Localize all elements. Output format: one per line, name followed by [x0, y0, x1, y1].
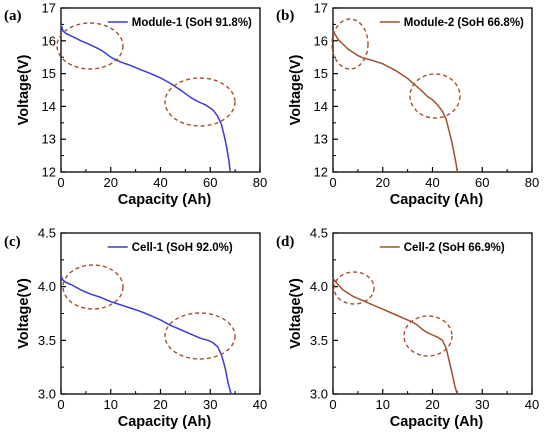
x-tick-label: 40 [153, 175, 167, 190]
y-tick-label: 13 [314, 132, 328, 147]
panel-label: (b) [276, 8, 294, 24]
panel-label: (c) [4, 234, 21, 250]
series-line [332, 30, 459, 173]
series-line [332, 277, 459, 395]
y-tick-label: 15 [42, 66, 56, 81]
x-tick-label: 20 [425, 397, 439, 412]
annotation-ellipse [333, 271, 375, 305]
panel-label: (d) [276, 234, 294, 250]
y-tick-label: 3.5 [38, 333, 56, 348]
x-tick-label: 40 [425, 175, 439, 190]
y-tick-label: 14 [42, 99, 56, 114]
chart-panel-3: (c) 0 10 20 30 40 3.0 3.5 4.0 4.5 Capacity (Ah) Vol… [4, 226, 267, 431]
x-tick-label: 80 [525, 175, 539, 190]
x-tick-label: 10 [104, 397, 118, 412]
y-tick-label: 14 [314, 99, 328, 114]
x-tick-label: 20 [104, 175, 118, 190]
x-axis-label: Capacity (Ah) [118, 414, 212, 430]
x-tick-label: 0 [57, 397, 64, 412]
y-tick-label: 12 [42, 165, 56, 180]
y-axis-label: Voltage(V) [288, 278, 304, 349]
series-line [60, 24, 231, 173]
annotation-ellipse [62, 264, 124, 310]
x-tick-label: 80 [253, 175, 267, 190]
x-tick-label: 30 [203, 397, 217, 412]
x-axis-label: Capacity (Ah) [118, 192, 212, 208]
x-axis-label: Capacity (Ah) [390, 414, 484, 430]
y-tick-label: 4.5 [310, 226, 328, 241]
legend-label: Cell-2 (SoH 66.9%) [404, 242, 505, 254]
x-tick-label: 0 [57, 175, 64, 190]
annotation-ellipse [164, 77, 236, 127]
y-axis-label: Voltage(V) [288, 55, 304, 126]
annotation-ellipse [409, 73, 461, 119]
legend-label: Module-1 (SoH 91.8%) [132, 17, 252, 29]
plot-frame [332, 7, 533, 173]
plot-frame [332, 232, 533, 395]
annotation-ellipse [56, 22, 124, 70]
legend-label: Cell-1 (SoH 92.0%) [132, 242, 233, 254]
y-axis-label: Voltage(V) [16, 278, 32, 349]
x-tick-label: 40 [253, 397, 267, 412]
chart-panel-2: (b) 0 20 40 60 80 12 13 14 15 16 17 Capacity (Ah) Vol… [276, 1, 539, 209]
y-tick-label: 13 [42, 132, 56, 147]
y-tick-label: 15 [314, 66, 328, 81]
plot-frame [60, 232, 261, 395]
legend-label: Module-2 (SoH 66.8%) [404, 17, 524, 29]
x-tick-label: 40 [525, 397, 539, 412]
y-tick-label: 4.5 [38, 226, 56, 241]
x-tick-label: 20 [376, 175, 390, 190]
y-tick-label: 4.0 [310, 279, 328, 294]
plot-frame [60, 7, 261, 173]
x-tick-label: 60 [203, 175, 217, 190]
x-axis-label: Capacity (Ah) [390, 192, 484, 208]
annotation-ellipse [164, 312, 236, 360]
x-tick-label: 60 [475, 175, 489, 190]
y-tick-label: 17 [42, 1, 56, 16]
y-tick-label: 3.5 [310, 333, 328, 348]
series-line [60, 275, 232, 395]
y-tick-label: 3.0 [310, 387, 328, 402]
annotation-ellipse [403, 315, 453, 357]
panel-label: (a) [4, 8, 22, 24]
y-tick-label: 16 [314, 33, 328, 48]
x-tick-label: 20 [153, 397, 167, 412]
annotation-ellipse [331, 18, 369, 70]
chart-panel-1: (a) 0 20 40 60 80 12 13 14 15 16 17 Capacity (Ah) Vol… [4, 1, 267, 209]
y-tick-label: 12 [314, 165, 328, 180]
y-tick-label: 17 [314, 1, 328, 16]
x-tick-label: 30 [475, 397, 489, 412]
y-tick-label: 4.0 [38, 279, 56, 294]
chart-panel-4: (d) 0 10 20 30 40 3.0 3.5 4.0 4.5 Capacity (Ah) Vol… [276, 226, 539, 431]
x-tick-label: 0 [329, 397, 336, 412]
y-tick-label: 16 [42, 33, 56, 48]
y-axis-label: Voltage(V) [16, 55, 32, 126]
y-tick-label: 3.0 [38, 387, 56, 402]
x-tick-label: 0 [329, 175, 336, 190]
x-tick-label: 10 [376, 397, 390, 412]
